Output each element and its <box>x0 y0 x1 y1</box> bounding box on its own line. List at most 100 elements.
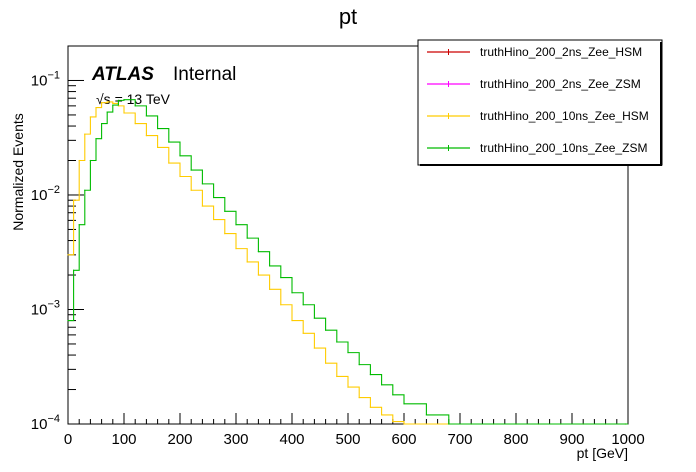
data-point-series-3 <box>347 386 349 388</box>
data-point-series-3 <box>302 332 304 334</box>
energy-label: √s = 13 TeV <box>96 91 171 107</box>
data-point-series-4 <box>123 99 125 101</box>
data-point-series-3 <box>291 319 293 322</box>
data-point-series-3 <box>280 304 282 306</box>
data-point-series-3 <box>257 274 259 276</box>
data-point-series-4 <box>134 105 136 107</box>
data-point-series-3 <box>325 362 327 364</box>
data-point-series-3 <box>269 288 271 290</box>
data-point-series-3 <box>168 162 170 164</box>
chart-title: pt <box>339 4 357 29</box>
data-point-series-4 <box>179 155 181 157</box>
x-tick-label: 400 <box>279 431 304 448</box>
x-tick-label: 200 <box>167 431 192 448</box>
data-point-series-3 <box>201 205 203 207</box>
legend-label: truthHino_200_10ns_Zee_ZSM <box>480 141 647 155</box>
legend: truthHino_200_2ns_Zee_HSM truthHino_200_2… <box>417 39 663 166</box>
data-point-series-4 <box>347 352 349 354</box>
data-point-series-4 <box>537 423 540 425</box>
data-point-series-3 <box>403 423 405 425</box>
series-group <box>67 99 628 425</box>
data-point-series-4 <box>78 224 80 226</box>
atlas-status-label: Internal <box>173 64 236 85</box>
data-point-series-3 <box>101 102 103 104</box>
legend-items: truthHino_200_2ns_Zee_HSM truthHino_200_2… <box>427 45 649 155</box>
x-tick-label: 0 <box>64 431 72 448</box>
y-tick-label: 10−2 <box>31 184 60 204</box>
legend-label: truthHino_200_2ns_Zee_HSM <box>480 45 642 59</box>
data-point-series-3 <box>145 135 147 137</box>
data-point-series-4 <box>269 265 271 267</box>
data-point-series-3 <box>84 133 86 135</box>
data-point-series-4 <box>381 384 383 386</box>
data-point-series-4 <box>624 423 626 425</box>
data-point-series-3 <box>213 218 215 221</box>
data-point-series-4 <box>106 111 108 113</box>
data-point-series-4 <box>493 423 495 425</box>
y-tick-label: 10−4 <box>31 413 60 433</box>
data-point-series-3 <box>123 112 125 114</box>
y-axis-title: Normalized Events <box>10 113 26 231</box>
data-point-series-3 <box>78 159 80 162</box>
data-point-series-4 <box>291 292 293 294</box>
y-axis-ticks <box>68 45 84 425</box>
data-point-series-4 <box>213 196 215 199</box>
data-point-series-4 <box>73 269 75 271</box>
data-point-series-3 <box>224 232 226 235</box>
legend-label: truthHino_200_2ns_Zee_ZSM <box>480 77 641 91</box>
data-point-series-4 <box>112 104 114 106</box>
data-point-series-4 <box>89 159 91 162</box>
data-point-series-4 <box>67 319 69 322</box>
x-axis-title: pt [GeV] <box>577 445 628 461</box>
data-point-series-3 <box>106 101 108 103</box>
data-point-series-3 <box>381 414 383 416</box>
data-point-series-4 <box>605 423 607 425</box>
data-point-series-4 <box>224 210 226 212</box>
atlas-label: ATLAS <box>91 64 154 85</box>
data-point-series-4 <box>145 115 147 117</box>
data-point-series-4 <box>425 414 427 416</box>
data-point-series-4 <box>84 189 86 191</box>
data-point-series-4 <box>358 364 360 366</box>
data-point-series-4 <box>190 169 192 171</box>
data-point-series-4 <box>582 423 584 425</box>
x-tick-label: 700 <box>447 431 472 448</box>
x-tick-label: 500 <box>335 431 360 448</box>
data-point-series-4 <box>246 237 248 239</box>
data-point-series-3 <box>95 106 97 109</box>
data-point-series-3 <box>235 248 237 250</box>
data-point-series-3 <box>358 397 360 399</box>
data-point-series-3 <box>112 102 114 105</box>
x-tick-label: 600 <box>391 431 416 448</box>
data-point-series-3 <box>134 123 136 125</box>
x-tick-label: 900 <box>559 431 584 448</box>
data-point-series-3 <box>392 420 394 423</box>
y-tick-label: 10−3 <box>31 298 60 318</box>
series-line-4 <box>68 99 628 425</box>
data-point-series-4 <box>369 374 371 376</box>
data-point-series-4 <box>302 304 304 306</box>
data-point-series-4 <box>515 423 517 425</box>
x-axis-tick-labels: 0 100 200 300 400 500 600 700 800 900 1000 <box>64 431 645 448</box>
data-point-series-4 <box>336 341 338 343</box>
data-point-series-4 <box>470 423 472 425</box>
x-tick-label: 300 <box>223 431 248 448</box>
data-point-series-4 <box>448 423 450 425</box>
x-tick-label: 800 <box>503 431 528 448</box>
data-point-series-4 <box>257 251 259 253</box>
data-point-series-3 <box>246 261 248 263</box>
data-point-series-4 <box>101 123 103 125</box>
data-point-series-4 <box>95 138 97 140</box>
data-point-series-4 <box>560 423 562 425</box>
data-point-series-4 <box>157 127 159 130</box>
data-point-series-4 <box>403 403 405 405</box>
data-point-series-3 <box>190 189 192 191</box>
data-point-series-4 <box>168 141 170 143</box>
data-point-series-3 <box>179 175 181 178</box>
x-tick-label: 1000 <box>611 431 644 448</box>
data-point-series-4 <box>325 329 327 331</box>
data-point-series-3 <box>67 254 69 256</box>
y-tick-label: 10−1 <box>31 69 60 89</box>
data-point-series-3 <box>73 199 75 201</box>
